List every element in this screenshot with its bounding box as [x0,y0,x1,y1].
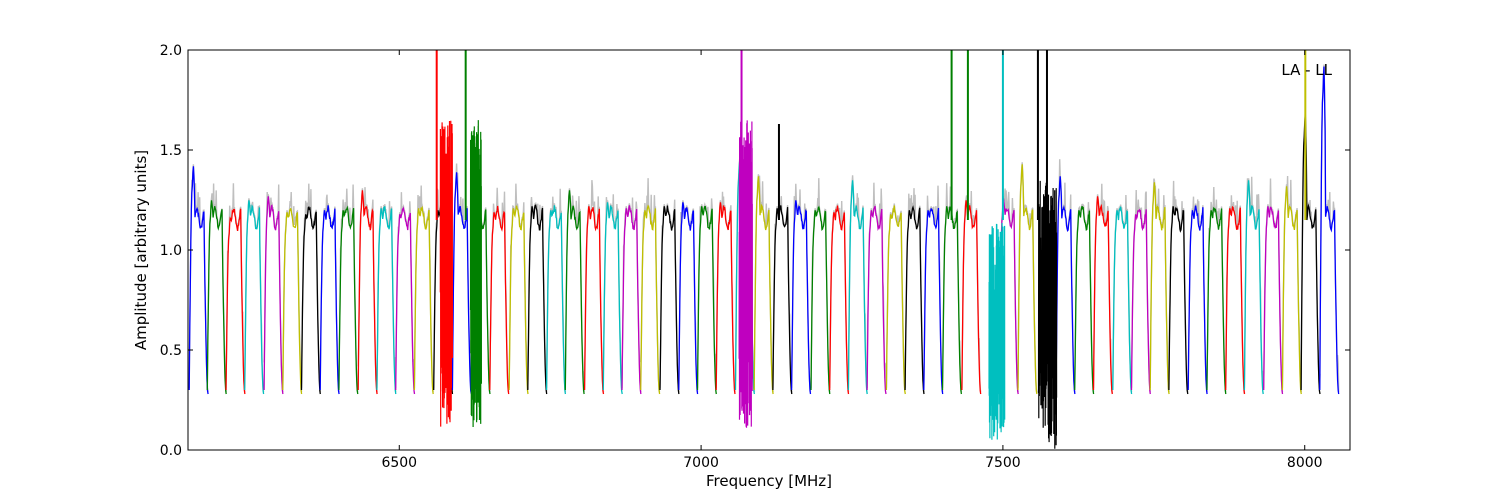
channel-line-49 [1130,208,1151,395]
y-tick-label: 1.0 [160,243,182,259]
rfi-region-1 [439,120,453,427]
channel-line-58 [1300,114,1321,395]
channel-line-24 [621,205,642,395]
channel-line-3 [225,208,246,395]
channel-line-36 [847,180,868,395]
channel-line-33 [790,200,812,395]
rfi-region-2 [469,120,482,428]
channel-line-59 [1319,66,1340,395]
channel-line-17 [489,205,510,395]
background-spectrum-series [188,64,1340,394]
channel-line-1 [188,166,209,395]
channel-line-7 [300,205,321,395]
channel-line-5 [263,196,284,395]
channel-line-23 [602,202,623,395]
channel-line-4 [244,200,265,395]
channel-line-12 [395,206,416,395]
channel-line-9 [338,205,359,395]
channel-line-57 [1281,186,1302,395]
channel-line-26 [659,205,680,395]
foreground-spectrum-series [188,66,1340,395]
x-axis-label: Frequency [MHz] [706,472,832,490]
channel-line-45 [1055,176,1076,395]
channel-line-15 [451,172,472,395]
channel-line-52 [1187,205,1208,395]
channel-line-38 [885,205,906,395]
channel-line-50 [1149,182,1170,395]
channel-line-47 [1092,196,1113,395]
x-tick-label: 6500 [381,455,417,471]
y-tick-label: 1.5 [160,143,182,159]
channel-line-51 [1168,206,1189,395]
x-tick-label: 8000 [1287,455,1323,471]
channel-line-56 [1263,206,1284,395]
y-tick-label: 0.5 [160,343,182,359]
axis-ticks: 6500 7000 7500 8000 0.0 0.5 1.0 1.5 2.0 [160,43,1350,471]
y-axis-label: Amplitude [arbitrary units] [132,150,150,350]
channel-line-54 [1225,205,1246,395]
channel-line-18 [508,205,529,395]
channel-line-25 [640,204,661,395]
channel-line-41 [941,206,963,395]
x-tick-label: 7000 [683,455,719,471]
channel-line-32 [772,205,793,395]
channel-line-22 [583,206,605,395]
channel-line-27 [678,202,699,395]
channel-line-46 [1074,205,1095,395]
channel-line-10 [357,190,378,395]
channel-line-34 [810,205,831,395]
channel-line-21 [564,190,585,395]
channel-line-29 [715,202,736,395]
channel-line-11 [376,206,397,395]
channel-line-2 [206,200,227,395]
channel-line-13 [413,205,434,395]
rfi-region-4 [988,222,1006,440]
channel-line-31 [753,176,774,395]
channel-line-19 [527,204,548,395]
channel-line-35 [829,205,850,395]
channel-line-53 [1206,206,1227,395]
x-tick-label: 7500 [985,455,1021,471]
rfi-region-5 [1037,180,1058,449]
y-tick-label: 0.0 [160,443,182,459]
channel-line-37 [866,205,887,395]
channel-line-44 [1017,164,1038,395]
channel-line-39 [904,205,925,395]
y-tick-label: 2.0 [160,43,182,59]
channel-line-6 [282,208,303,395]
channel-line-20 [545,205,567,395]
rfi-spikes [435,50,1307,220]
channel-line-28 [696,205,717,395]
channel-line-40 [923,207,944,395]
rfi-regions [439,120,1058,449]
baseline-annotation: LA - LL [1281,61,1332,79]
channel-line-42 [961,200,982,395]
channel-line-48 [1112,206,1133,395]
rfi-region-3 [738,120,753,428]
channel-line-8 [319,205,340,395]
channel-line-55 [1243,180,1264,395]
